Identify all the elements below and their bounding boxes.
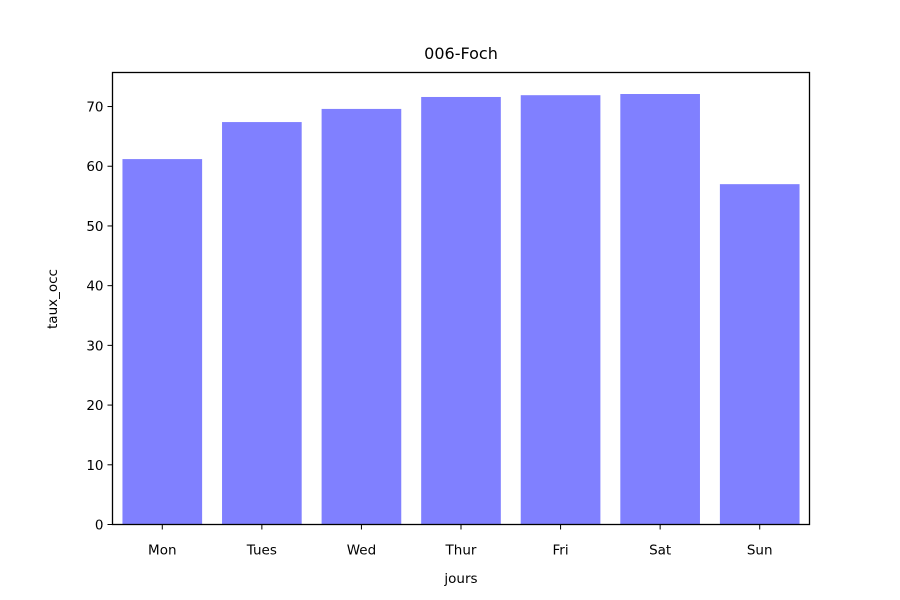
bar-wed: [321, 108, 402, 525]
plot-frame: [111, 71, 811, 526]
x-tick-label: Tues: [246, 543, 277, 559]
bar-thur: [421, 96, 501, 525]
chart-title: 006-Foch: [424, 44, 498, 63]
x-tick-label: Mon: [148, 543, 176, 559]
y-tick-label: 10: [86, 458, 103, 474]
y-tick-label: 40: [86, 279, 103, 295]
y-axis-ticks: 0 10 20 30 40 50 60 70: [86, 100, 113, 534]
x-axis-label: jours: [443, 571, 477, 587]
y-tick-label: 0: [95, 518, 104, 534]
x-tick-label: Thur: [445, 543, 477, 559]
bar-sun: [719, 184, 800, 525]
y-axis-label: taux_occ: [45, 269, 61, 329]
y-tick-label: 50: [86, 219, 103, 235]
x-tick-label: Wed: [347, 543, 376, 559]
y-tick-label: 30: [86, 338, 103, 354]
bar-mon: [122, 159, 203, 525]
bar-fri: [520, 95, 601, 525]
y-tick-label: 20: [86, 398, 103, 414]
x-axis-ticks: Mon Tues Wed Thur Fri Sat Sun: [148, 524, 773, 559]
y-tick-label: 60: [86, 159, 103, 175]
x-tick-label: Sun: [747, 543, 773, 559]
x-tick-label: Sat: [649, 543, 671, 559]
bar-tues: [222, 122, 302, 525]
bar-sat: [620, 94, 700, 525]
bars-group: [122, 94, 800, 525]
y-tick-label: 70: [86, 100, 103, 116]
x-tick-label: Fri: [553, 543, 569, 559]
